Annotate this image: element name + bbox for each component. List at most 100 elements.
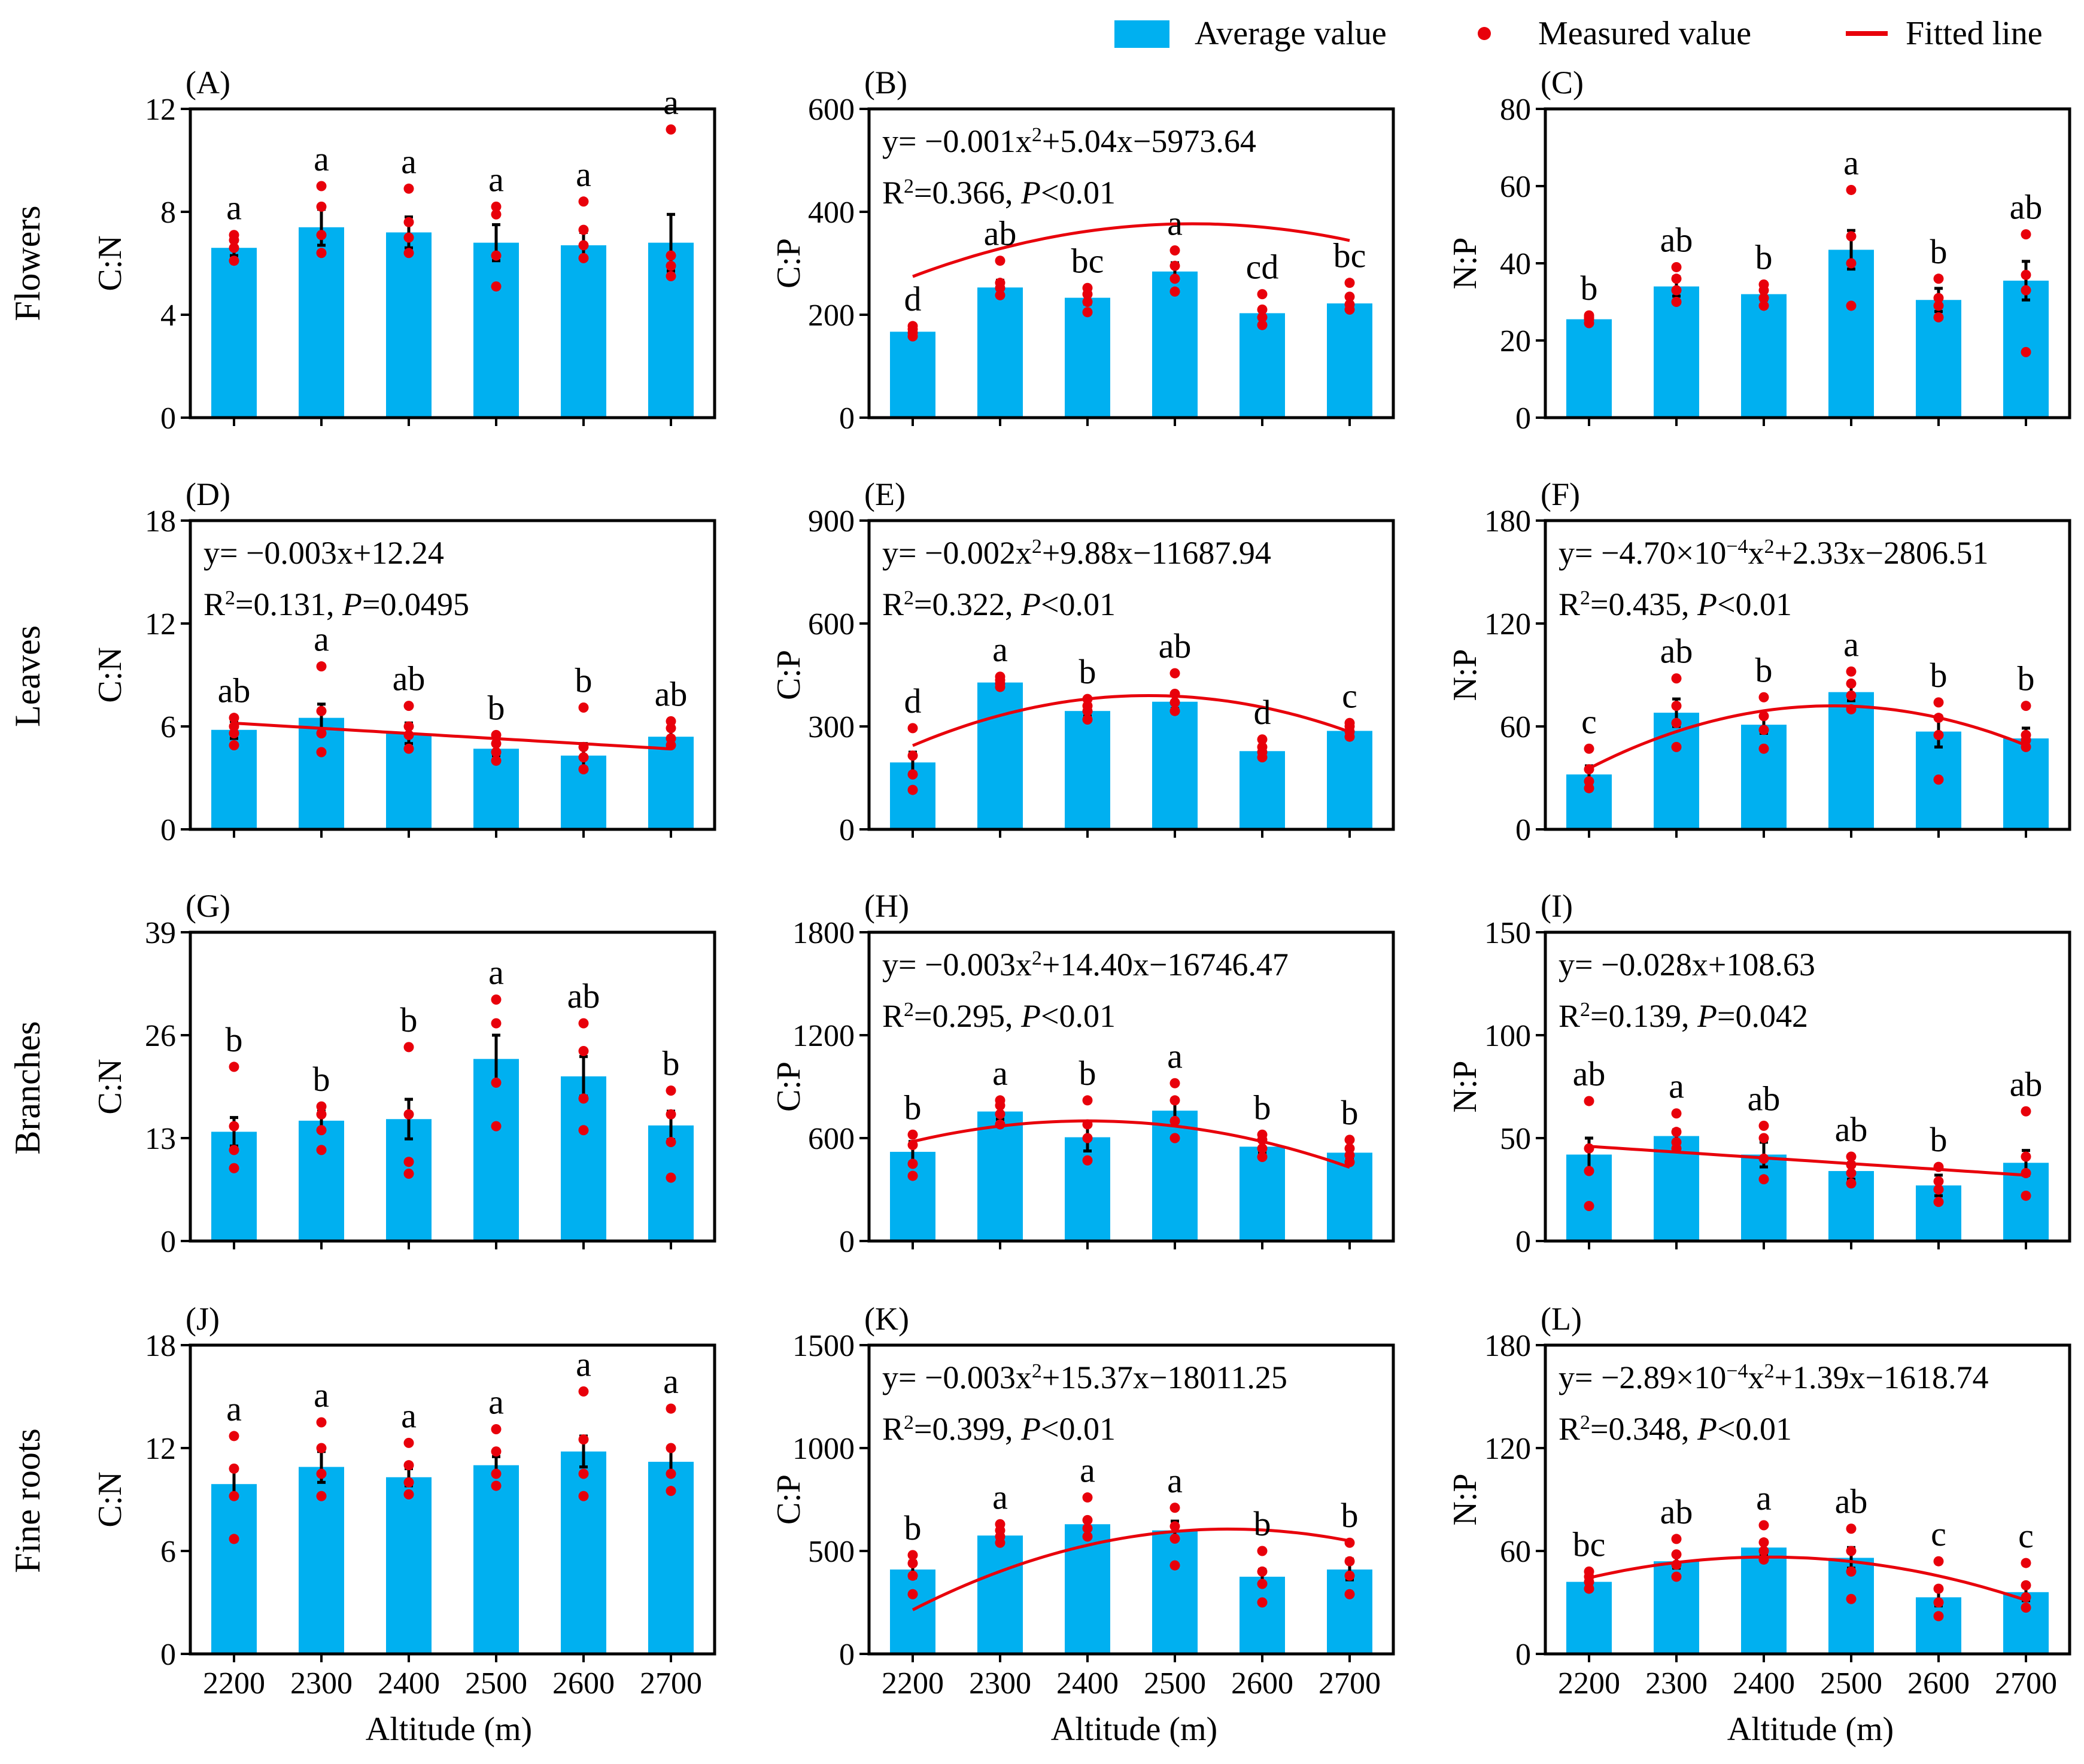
significance-letter: a (576, 1345, 591, 1383)
bar (1741, 1154, 1787, 1241)
significance-letter: b (313, 1060, 330, 1099)
measured-point (1846, 231, 1857, 242)
bar (1065, 1137, 1110, 1241)
significance-letter: b (1079, 652, 1096, 691)
measured-point (1344, 291, 1355, 302)
y-axis-title: C:P (770, 1062, 807, 1112)
measured-point (666, 733, 676, 744)
measured-point (491, 1018, 502, 1029)
measured-point (403, 232, 414, 243)
measured-point (1257, 741, 1268, 752)
measured-point (1584, 743, 1594, 754)
measured-point (1082, 1514, 1093, 1525)
measured-point (1758, 279, 1769, 290)
fit-equation: y= −0.003x+12.24 (203, 535, 444, 571)
plot-frame (1544, 930, 2071, 1243)
y-tick-label: 60 (1500, 1535, 1531, 1569)
measured-point (907, 1558, 918, 1569)
measured-point (1257, 1129, 1268, 1140)
measured-point (578, 752, 589, 763)
bar (386, 1477, 432, 1654)
measured-point (1846, 690, 1857, 701)
measured-point (2021, 729, 2031, 740)
measured-point (403, 1157, 414, 1167)
measured-point (1846, 666, 1857, 677)
significance-letter: b (2018, 659, 2035, 698)
measured-point (2021, 1190, 2031, 1201)
legend-measured-label: Measured value (1538, 15, 1751, 52)
measured-point (1846, 300, 1857, 311)
y-tick-label: 120 (1484, 1432, 1531, 1466)
y-tick-label: 180 (1484, 504, 1531, 539)
significance-letter: b (1341, 1093, 1359, 1132)
y-tick-label: 6 (160, 710, 176, 744)
measured-point (491, 747, 502, 758)
measured-point (1169, 1560, 1180, 1571)
measured-point (1846, 184, 1857, 195)
measured-point (1671, 273, 1682, 284)
plot-frame (867, 519, 1395, 831)
y-axis-title: C:P (770, 1474, 807, 1525)
measured-point (2021, 229, 2031, 240)
significance-letter: b (1930, 1120, 1948, 1159)
panel-k: b a a a b b 0 500 1000 1500 2200 2300 2400 2500 2600 27… (770, 1301, 1395, 1701)
measured-point (229, 1062, 239, 1072)
measured-point (1169, 668, 1180, 679)
measured-point (1758, 300, 1769, 311)
measured-point (1933, 697, 1944, 708)
measured-point (1671, 1127, 1682, 1138)
bar (977, 1111, 1023, 1241)
measured-point (316, 705, 327, 716)
x-tick-label: 2300 (290, 1666, 353, 1701)
measured-point (1758, 1133, 1769, 1143)
plot-frame (189, 519, 716, 831)
plot-frame (189, 930, 716, 1243)
bar (1152, 1530, 1198, 1654)
legend: Average value Measured value Fitted line (1114, 15, 2043, 52)
y-tick-label: 200 (808, 299, 855, 333)
fitted-line (912, 1527, 1350, 1611)
measured-point (316, 1101, 327, 1112)
x-tick-label: 2200 (882, 1666, 944, 1701)
significance-letter: bc (1333, 236, 1366, 275)
panel-label: (A) (186, 65, 230, 101)
measured-point (316, 661, 327, 672)
x-tick-label: 2400 (1733, 1666, 1795, 1701)
measured-point (229, 1463, 239, 1474)
measured-point (1671, 673, 1682, 684)
measured-point (491, 250, 502, 261)
measured-point (1846, 1523, 1857, 1534)
significance-letter: ab (567, 977, 600, 1015)
measured-point (1082, 714, 1093, 725)
measured-point (907, 1158, 918, 1169)
bar (890, 331, 935, 418)
measured-point (491, 1468, 502, 1479)
row-label-fine-roots: Fine roots (8, 1428, 47, 1573)
measured-point (1933, 300, 1944, 311)
measured-point (1257, 1566, 1268, 1577)
measured-point (1584, 1143, 1594, 1154)
significance-letter: ab (218, 671, 251, 710)
y-tick-label: 0 (1515, 1638, 1531, 1672)
significance-letter: ab (1835, 1110, 1868, 1149)
plot-frame (1544, 519, 2071, 831)
measured-point (491, 755, 502, 766)
significance-letter: a (992, 1054, 1008, 1093)
significance-letter: a (314, 139, 329, 178)
y-tick-label: 0 (839, 1225, 855, 1259)
x-tick-label: 2500 (1144, 1666, 1206, 1701)
measured-point (1846, 1151, 1857, 1162)
measured-point (1758, 1546, 1769, 1556)
panel-label: (C) (1541, 65, 1584, 101)
significance-letter: c (2018, 1516, 2034, 1555)
measured-point (316, 728, 327, 738)
measured-point (229, 242, 239, 253)
y-tick-label: 13 (145, 1122, 176, 1156)
fitted-line (912, 1119, 1350, 1169)
measured-point (316, 1145, 327, 1155)
measured-point (316, 201, 327, 212)
significance-letter: a (1080, 1451, 1095, 1490)
panel-label: (L) (1541, 1301, 1582, 1337)
bar (1240, 1146, 1285, 1241)
